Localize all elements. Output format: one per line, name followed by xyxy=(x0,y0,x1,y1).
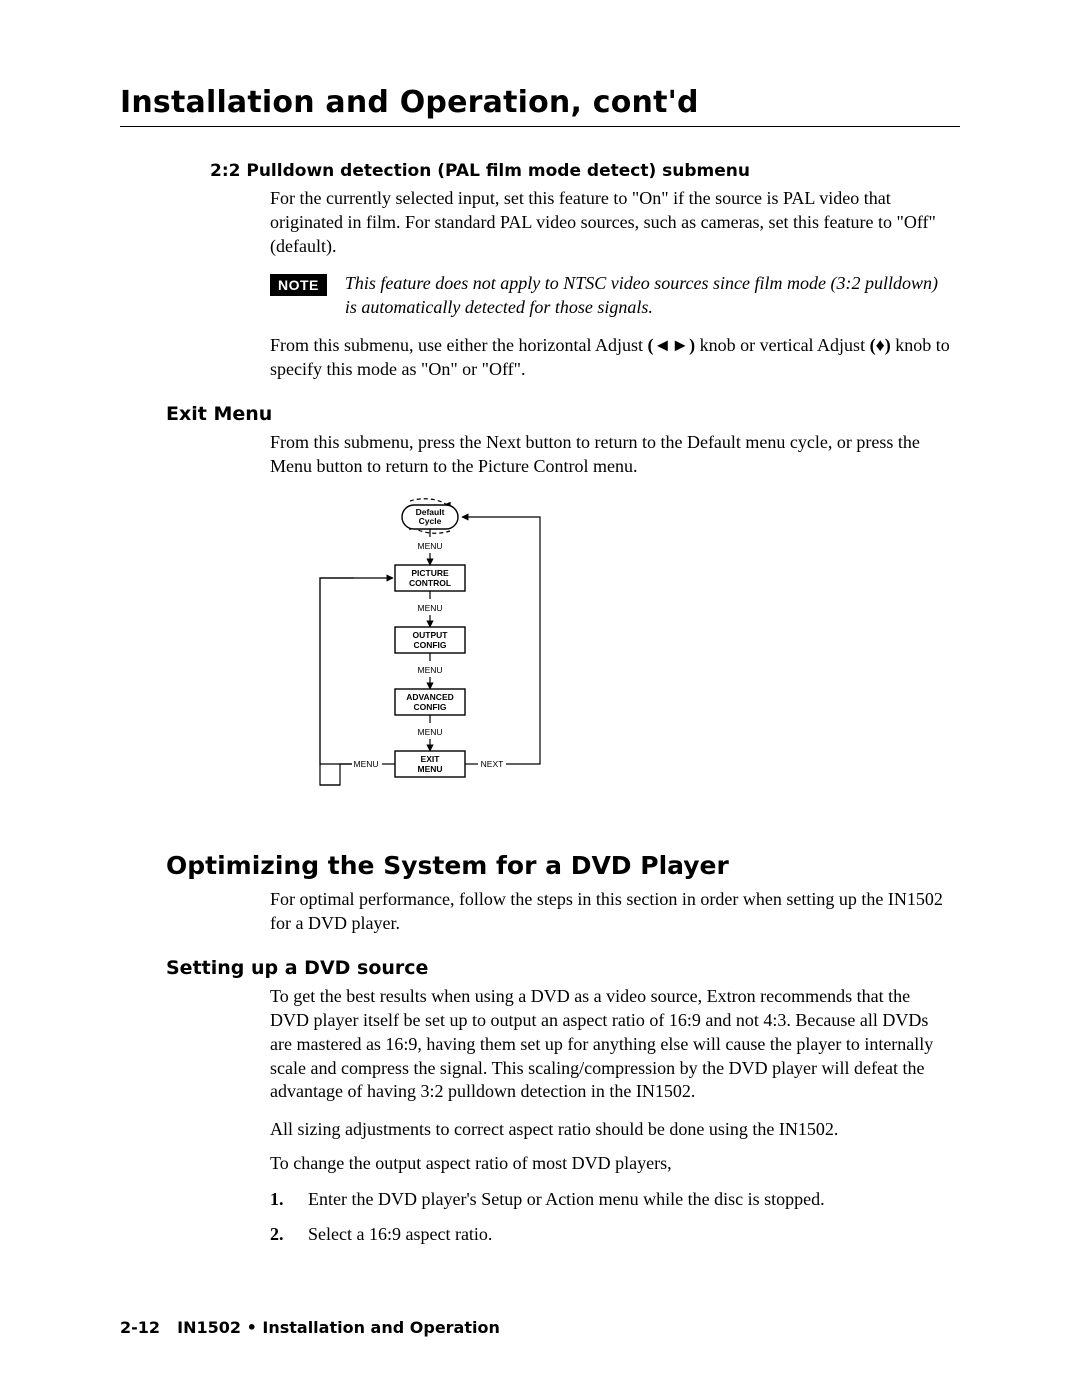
exit-menu-heading: Exit Menu xyxy=(166,403,960,425)
diagram-menu-3: MENU xyxy=(417,665,442,675)
diagram-menu-1: MENU xyxy=(417,541,442,551)
setup-heading: Setting up a DVD source xyxy=(166,957,960,979)
page-footer: 2-12 IN1502 • Installation and Operation xyxy=(120,1318,500,1337)
pulldown-p1: For the currently selected input, set th… xyxy=(270,187,950,258)
setup-p2: All sizing adjustments to correct aspect… xyxy=(270,1118,950,1142)
step-1: 1.Enter the DVD player's Setup or Action… xyxy=(270,1186,950,1213)
p2-mid: knob or vertical Adjust xyxy=(695,335,869,355)
dvd-p1: For optimal performance, follow the step… xyxy=(270,888,950,936)
step-1-text: Enter the DVD player's Setup or Action m… xyxy=(308,1186,825,1213)
exit-menu-p1: From this submenu, press the Next button… xyxy=(270,431,950,479)
menu-flow-diagram: Default Cycle MENU PICTURE CONTROL MENU … xyxy=(270,493,960,813)
diagram-next: NEXT xyxy=(481,759,504,769)
diagram-exit-l2: MENU xyxy=(417,764,442,774)
pulldown-heading: 2:2 Pulldown detection (PAL film mode de… xyxy=(210,161,960,181)
diagram-exit-l1: EXIT xyxy=(421,754,441,764)
diagram-menu-2: MENU xyxy=(417,603,442,613)
vert-adjust-icon: (♦) xyxy=(870,335,891,355)
diagram-output-l2: CONFIG xyxy=(413,640,446,650)
horiz-adjust-icon: (◄►) xyxy=(647,335,695,355)
diagram-default-l2: Cycle xyxy=(419,516,442,526)
step-2: 2.Select a 16:9 aspect ratio. xyxy=(270,1221,950,1248)
note-badge: NOTE xyxy=(270,274,327,296)
step-2-text: Select a 16:9 aspect ratio. xyxy=(308,1221,492,1248)
footer-doc: IN1502 • Installation and Operation xyxy=(177,1318,500,1337)
dvd-heading: Optimizing the System for a DVD Player xyxy=(166,851,960,880)
diagram-picture-l2: CONTROL xyxy=(409,578,451,588)
p2-pre: From this submenu, use either the horizo… xyxy=(270,335,647,355)
diagram-advanced-l2: CONFIG xyxy=(413,702,446,712)
diagram-output-l1: OUTPUT xyxy=(413,630,449,640)
page-number: 2-12 xyxy=(120,1318,160,1337)
diagram-picture-l1: PICTURE xyxy=(411,568,449,578)
setup-p3: To change the output aspect ratio of mos… xyxy=(270,1152,950,1176)
setup-steps: 1.Enter the DVD player's Setup or Action… xyxy=(270,1186,950,1248)
note-text: This feature does not apply to NTSC vide… xyxy=(345,272,950,320)
chapter-title: Installation and Operation, cont'd xyxy=(120,85,960,120)
pulldown-p2: From this submenu, use either the horizo… xyxy=(270,334,950,382)
setup-p1: To get the best results when using a DVD… xyxy=(270,985,950,1104)
title-rule xyxy=(120,126,960,127)
diagram-menu-left: MENU xyxy=(353,759,378,769)
diagram-advanced-l1: ADVANCED xyxy=(406,692,454,702)
diagram-menu-4: MENU xyxy=(417,727,442,737)
page: Installation and Operation, cont'd 2:2 P… xyxy=(0,0,1080,1397)
note-row: NOTE This feature does not apply to NTSC… xyxy=(270,272,950,320)
